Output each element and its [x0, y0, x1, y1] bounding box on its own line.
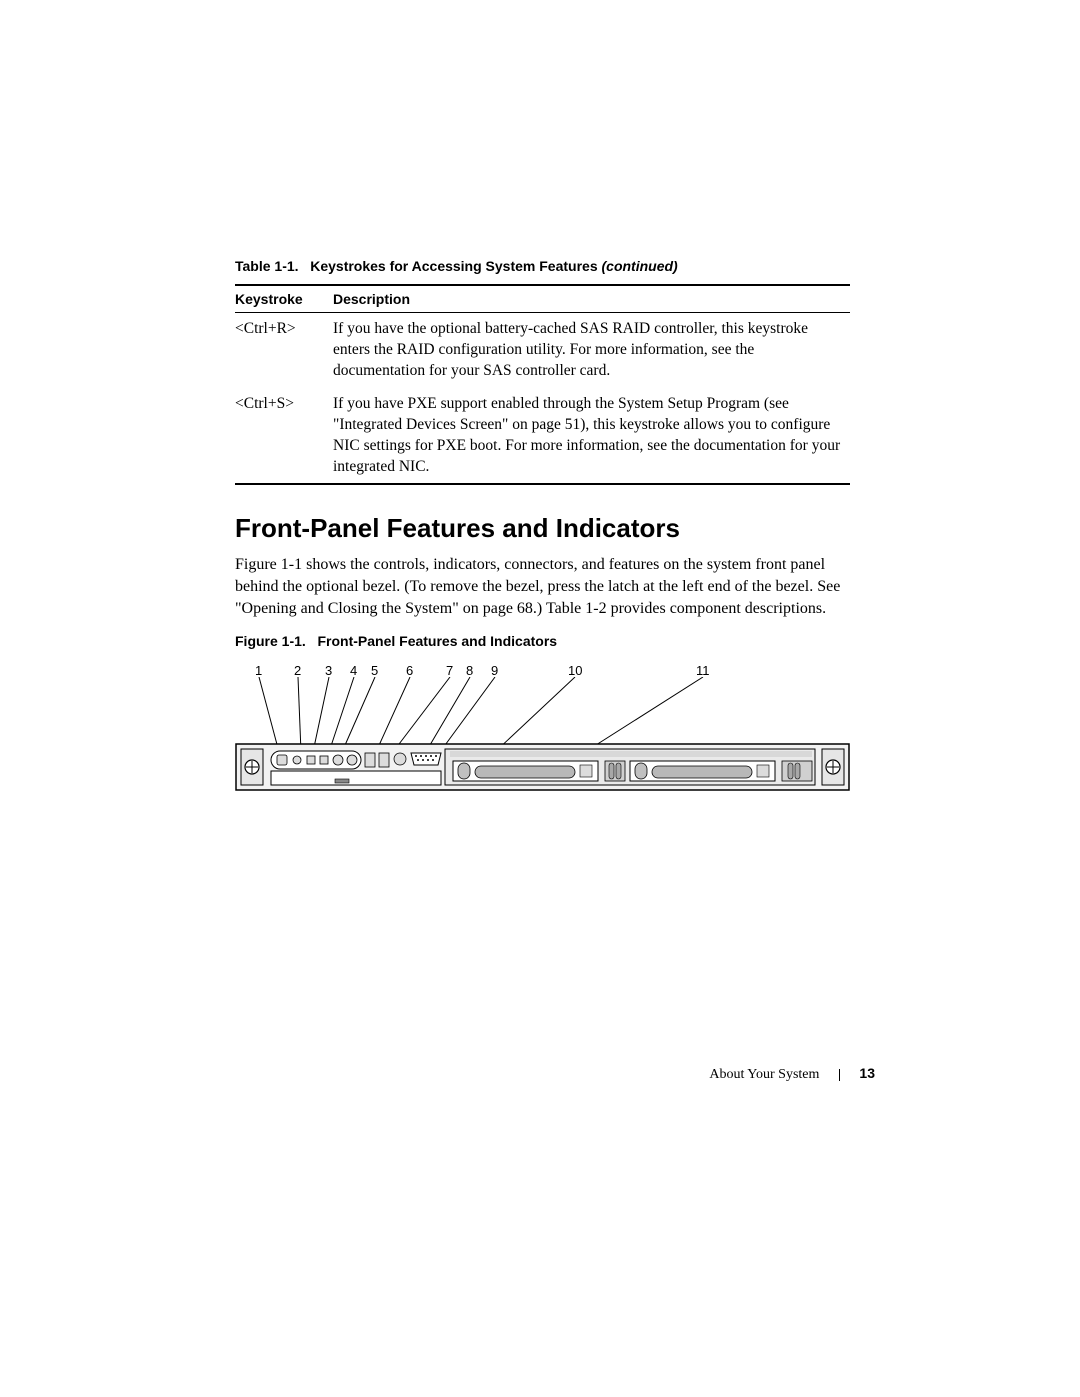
figure-caption-title: Front-Panel Features and Indicators [317, 633, 557, 649]
callout-9: 9 [491, 663, 498, 678]
description-cell: If you have the optional battery-cached … [333, 313, 850, 388]
keystroke-cell: <Ctrl+S> [235, 388, 333, 485]
figure-block: 1 2 3 4 5 6 7 8 9 10 11 [235, 663, 850, 793]
footer-page-number: 13 [859, 1065, 875, 1081]
footer-section-name: About Your System [709, 1067, 819, 1082]
description-cell: If you have PXE support enabled through … [333, 388, 850, 485]
table-caption: Table 1-1. Keystrokes for Accessing Syst… [235, 258, 850, 274]
callout-6: 6 [406, 663, 413, 678]
figure-caption: Figure 1-1. Front-Panel Features and Ind… [235, 633, 850, 649]
callout-11: 11 [696, 663, 710, 678]
callout-7: 7 [446, 663, 453, 678]
keystroke-cell: <Ctrl+R> [235, 313, 333, 388]
front-panel-diagram [235, 743, 850, 791]
figure-caption-prefix: Figure 1-1. [235, 633, 306, 649]
callout-1: 1 [255, 663, 262, 678]
table-caption-suffix: (continued) [602, 258, 678, 274]
table-row: <Ctrl+R> If you have the optional batter… [235, 313, 850, 388]
callout-4: 4 [350, 663, 357, 678]
table-caption-prefix: Table 1-1. [235, 258, 299, 274]
callout-2: 2 [294, 663, 301, 678]
callout-8: 8 [466, 663, 473, 678]
footer-separator [839, 1069, 840, 1081]
keystroke-table: Keystroke Description <Ctrl+R> If you ha… [235, 284, 850, 485]
callout-10: 10 [568, 663, 582, 678]
col-header-keystroke: Keystroke [235, 285, 333, 313]
section-heading: Front-Panel Features and Indicators [235, 513, 850, 544]
callout-5: 5 [371, 663, 378, 678]
table-header-row: Keystroke Description [235, 285, 850, 313]
col-header-description: Description [333, 285, 850, 313]
page-content: Table 1-1. Keystrokes for Accessing Syst… [235, 258, 850, 793]
body-paragraph: Figure 1-1 shows the controls, indicator… [235, 554, 850, 619]
page-footer: About Your System 13 [709, 1065, 875, 1083]
table-row: <Ctrl+S> If you have PXE support enabled… [235, 388, 850, 485]
callout-3: 3 [325, 663, 332, 678]
table-caption-title: Keystrokes for Accessing System Features [310, 258, 597, 274]
